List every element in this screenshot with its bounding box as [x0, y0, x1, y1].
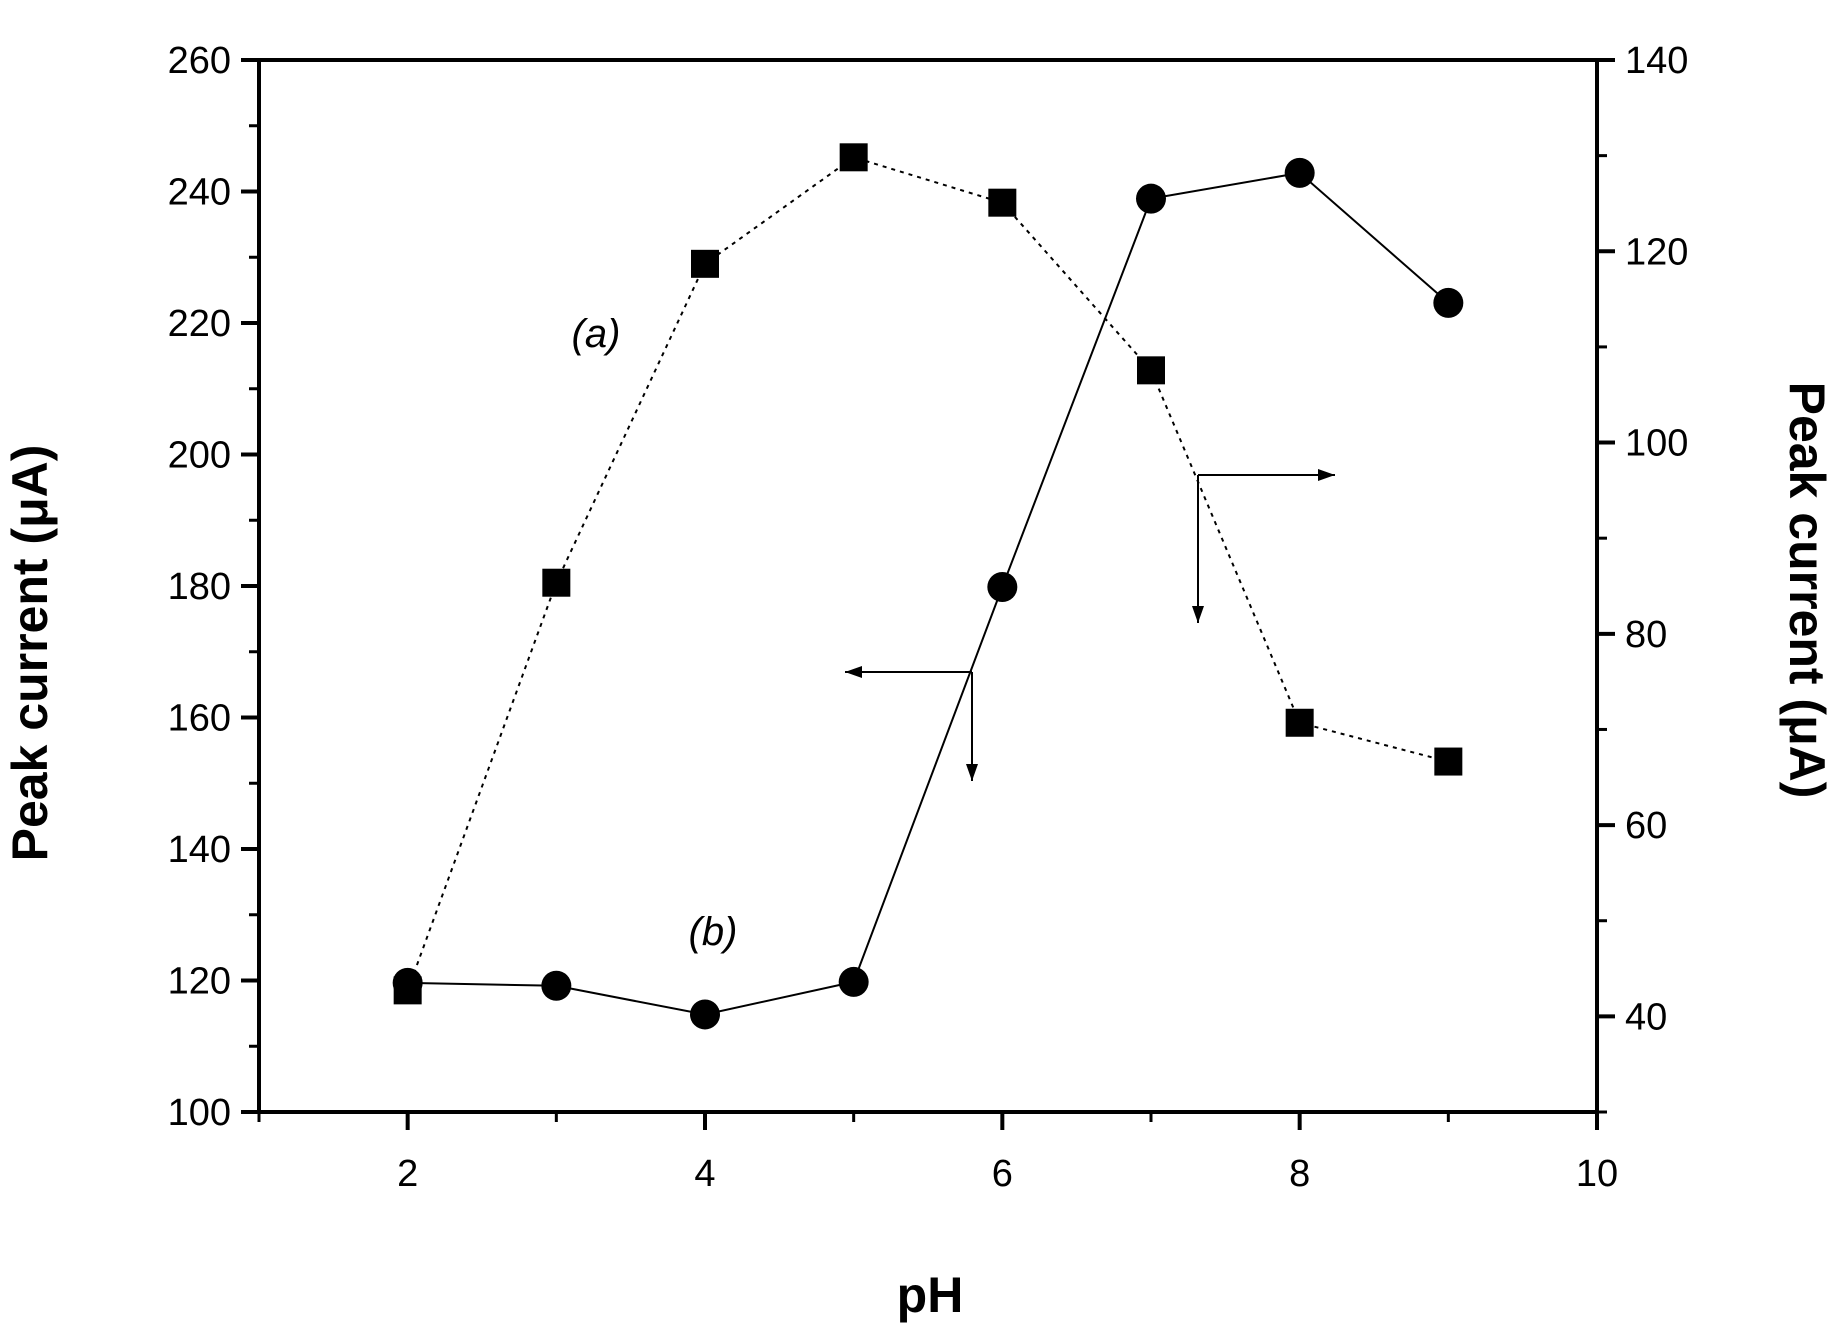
- series-b-point: [392, 967, 423, 998]
- series-a-label: (a): [572, 312, 621, 356]
- series-a-point: [988, 188, 1017, 217]
- y-left-tick-label: 160: [168, 698, 231, 740]
- axis-ticks: [241, 58, 1615, 1130]
- tick-labels: 2 4 6 8 10 100 120 140 160 180 200 220 240 260 40 60 80 1…: [168, 40, 1689, 1195]
- series-a-point: [839, 143, 868, 172]
- y-left-tick-label: 180: [168, 566, 231, 608]
- arrow-down-right: [1192, 475, 1204, 623]
- y-left-tick-label: 120: [168, 961, 231, 1003]
- series-a-line: [406, 156, 1449, 991]
- series-a-point: [1285, 708, 1314, 737]
- y-right-tick-label: 60: [1625, 805, 1667, 847]
- arrow-down-left: [966, 672, 978, 781]
- series-b-point: [987, 571, 1018, 602]
- plot-border: [257, 58, 1599, 1114]
- series-a-point: [1434, 747, 1463, 776]
- x-tick-label: 2: [397, 1153, 418, 1195]
- x-tick-label: 4: [694, 1153, 715, 1195]
- series-b-point: [1433, 287, 1464, 318]
- y-right-tick-label: 140: [1625, 40, 1688, 82]
- y-right-tick-label: 120: [1625, 231, 1688, 273]
- series-b-point: [1284, 157, 1315, 188]
- y-left-tick-label: 100: [168, 1092, 231, 1134]
- arrow-to-left-axis-head: [845, 666, 862, 678]
- plot-frame: [257, 58, 1599, 1114]
- series-lines: [406, 156, 1449, 1016]
- y-right-tick-label: 100: [1625, 423, 1688, 465]
- series-a-point: [1137, 356, 1165, 385]
- x-tick-label: 6: [992, 1153, 1013, 1195]
- y-left-tick-label: 260: [168, 40, 231, 82]
- y-axis-left-title: Peak current (μA): [2, 445, 58, 862]
- arrow-down-left-head: [966, 764, 978, 781]
- y-right-tick-label: 40: [1625, 996, 1667, 1038]
- y-right-tick-label: 80: [1625, 614, 1667, 656]
- y-left-tick-label: 200: [168, 435, 231, 477]
- y-axis-right-title: Peak current (μA): [1779, 382, 1835, 799]
- series-b-label: (b): [689, 910, 738, 954]
- arrow-to-right-axis-head: [1318, 469, 1335, 481]
- series-a-point: [542, 568, 571, 597]
- y-left-tick-label: 240: [168, 172, 231, 214]
- series-b-point: [690, 999, 720, 1030]
- series-b-line: [407, 171, 1449, 1016]
- annotations: (a) (b): [572, 312, 1335, 954]
- arrow-to-right-axis: [1198, 469, 1335, 481]
- arrow-to-left-axis: [845, 666, 972, 678]
- series-b-point: [541, 970, 572, 1001]
- x-tick-label: 10: [1576, 1153, 1618, 1195]
- y-left-tick-label: 140: [168, 829, 231, 871]
- x-axis-title: pH: [897, 1267, 964, 1323]
- series-a-point: [691, 249, 719, 278]
- series-b-point: [838, 966, 869, 997]
- y-left-tick-label: 220: [168, 303, 231, 345]
- series-markers: [392, 143, 1464, 1030]
- arrow-down-right-head: [1192, 606, 1204, 623]
- series-b-point: [1136, 183, 1166, 214]
- x-tick-label: 8: [1289, 1153, 1310, 1195]
